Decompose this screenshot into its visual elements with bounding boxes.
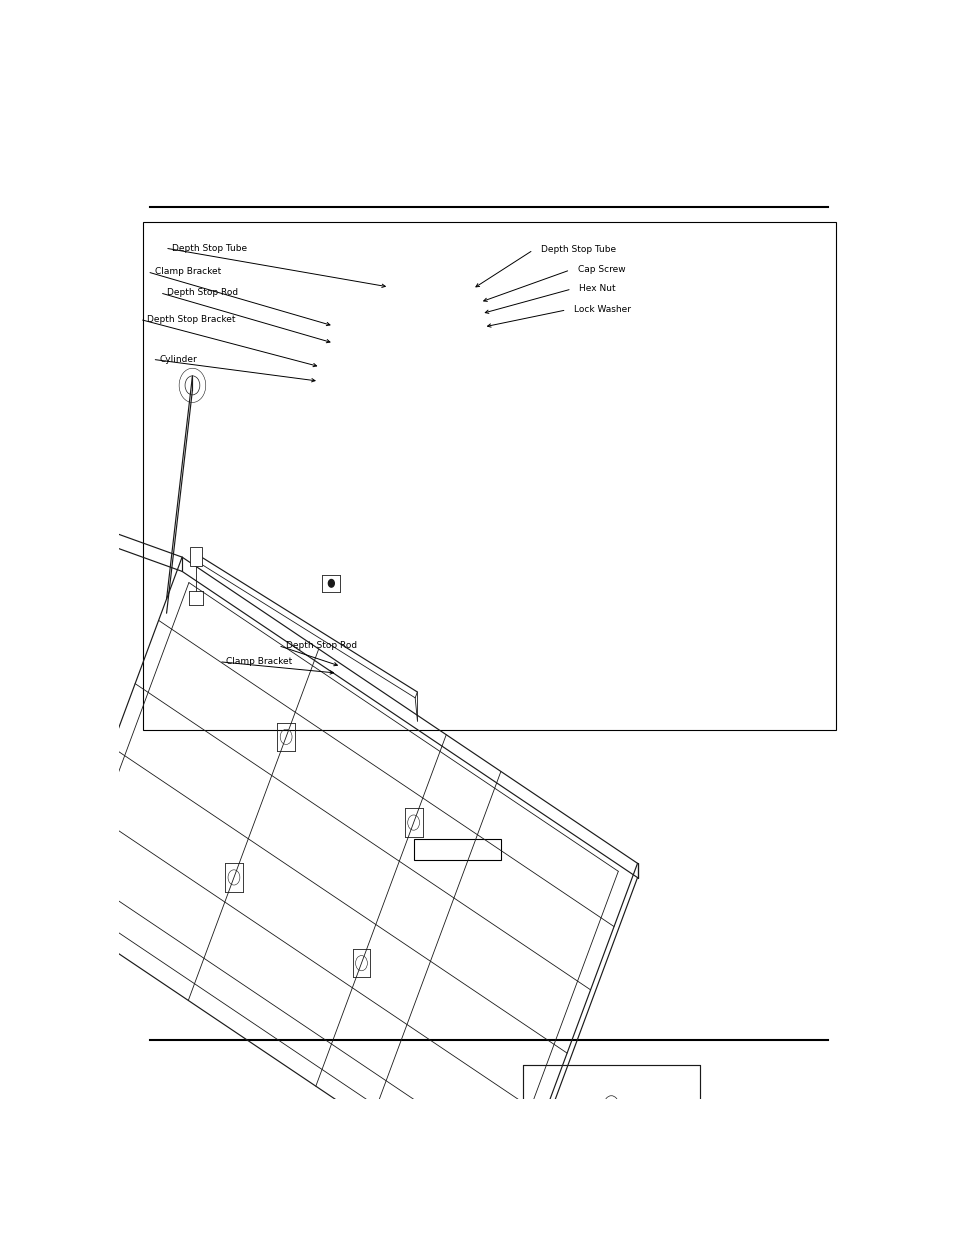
Text: Depth Stop Tube: Depth Stop Tube xyxy=(172,243,248,252)
Bar xyxy=(650,1149,686,1166)
Text: Cap Screw: Cap Screw xyxy=(577,266,624,274)
Text: Depth Stop Bracket: Depth Stop Bracket xyxy=(147,315,235,324)
Text: Depth Stop Rod: Depth Stop Rod xyxy=(285,641,356,650)
Text: Lock Washer: Lock Washer xyxy=(574,305,630,315)
Bar xyxy=(190,547,202,567)
Bar xyxy=(413,839,500,860)
Text: Depth Stop Tube: Depth Stop Tube xyxy=(540,246,615,254)
Bar xyxy=(640,1146,650,1168)
Text: Depth Stop Rod: Depth Stop Rod xyxy=(167,288,238,298)
Text: Clamp Bracket: Clamp Bracket xyxy=(154,267,221,277)
Text: Hex Nut: Hex Nut xyxy=(578,284,615,294)
Text: Cylinder: Cylinder xyxy=(160,354,197,364)
Circle shape xyxy=(328,579,334,587)
Text: Clamp Bracket: Clamp Bracket xyxy=(226,657,293,666)
Bar xyxy=(143,222,836,730)
